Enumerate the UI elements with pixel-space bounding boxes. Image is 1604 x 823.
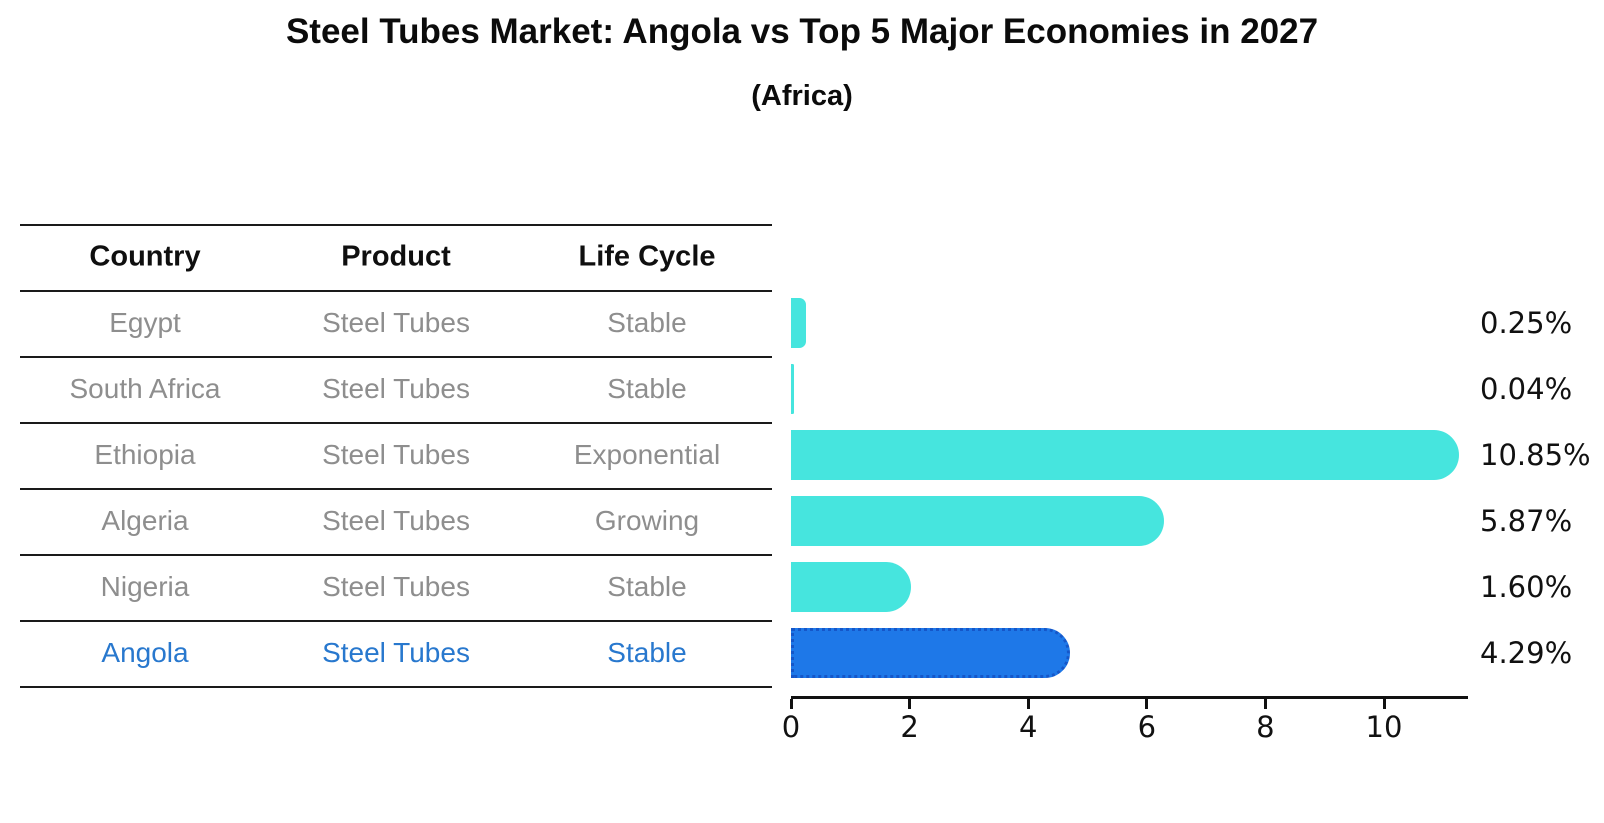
value-label-south-africa: 0.04% <box>1480 372 1573 406</box>
table-rule <box>20 488 772 490</box>
table-cell-country-ethiopia: Ethiopia <box>94 439 196 470</box>
value-label-algeria: 5.87% <box>1480 504 1573 538</box>
chart-subtitle: (Africa) <box>751 80 853 112</box>
column-header-country: Country <box>89 240 201 273</box>
table-cell-country-angola: Angola <box>101 637 189 668</box>
table-rule <box>20 224 772 226</box>
table-rule <box>20 686 772 688</box>
table-cell-country-nigeria: Nigeria <box>100 571 190 602</box>
table-cell-product-algeria: Steel Tubes <box>322 505 470 536</box>
table-rule <box>20 620 772 622</box>
x-tick-mark <box>908 699 912 709</box>
table-cell-life_cycle-algeria: Growing <box>594 505 700 536</box>
x-tick-mark <box>1145 699 1149 709</box>
x-tick-label: 6 <box>1137 710 1157 744</box>
x-tick-label: 0 <box>781 710 801 744</box>
value-label-egypt: 0.25% <box>1480 306 1573 340</box>
x-tick-mark <box>1382 699 1386 709</box>
x-tick-mark <box>789 699 793 709</box>
table-cell-life_cycle-ethiopia: Exponential <box>573 439 721 470</box>
table-rule <box>20 554 772 556</box>
table-rule <box>20 290 772 292</box>
table-rule <box>20 356 772 358</box>
x-tick-mark <box>1263 699 1267 709</box>
table-cell-country-algeria: Algeria <box>101 505 189 536</box>
value-label-angola: 4.29% <box>1480 636 1573 670</box>
table-cell-product-egypt: Steel Tubes <box>322 307 470 338</box>
bar-egypt <box>791 298 806 348</box>
table-cell-product-ethiopia: Steel Tubes <box>322 439 470 470</box>
table-cell-life_cycle-angola: Stable <box>607 637 687 668</box>
bar-ethiopia <box>791 430 1460 480</box>
table-cell-country-south-africa: South Africa <box>69 373 221 404</box>
x-axis-line <box>791 696 1468 699</box>
table-cell-life_cycle-egypt: Stable <box>607 307 687 338</box>
column-header-life-cycle: Life Cycle <box>578 240 716 273</box>
bar-algeria <box>791 496 1165 546</box>
x-tick-mark <box>1026 699 1030 709</box>
value-label-nigeria: 1.60% <box>1480 570 1573 604</box>
x-tick-label: 2 <box>900 710 919 744</box>
bar-nigeria <box>791 562 911 612</box>
x-tick-label: 4 <box>1018 710 1038 744</box>
table-rule <box>20 422 772 424</box>
table-cell-product-nigeria: Steel Tubes <box>322 571 470 602</box>
column-header-product: Product <box>341 240 451 273</box>
table-cell-life_cycle-nigeria: Stable <box>607 571 687 602</box>
bar-south-africa <box>791 364 794 414</box>
table-cell-life_cycle-south-africa: Stable <box>607 373 687 404</box>
bar-angola <box>791 628 1071 678</box>
chart-title: Steel Tubes Market: Angola vs Top 5 Majo… <box>285 12 1319 51</box>
x-tick-label: 10 <box>1365 710 1403 744</box>
value-label-ethiopia: 10.85% <box>1480 438 1591 472</box>
x-tick-label: 8 <box>1256 710 1275 744</box>
table-cell-product-south-africa: Steel Tubes <box>322 373 470 404</box>
table-cell-country-egypt: Egypt <box>109 307 181 338</box>
table-cell-product-angola: Steel Tubes <box>322 637 470 668</box>
